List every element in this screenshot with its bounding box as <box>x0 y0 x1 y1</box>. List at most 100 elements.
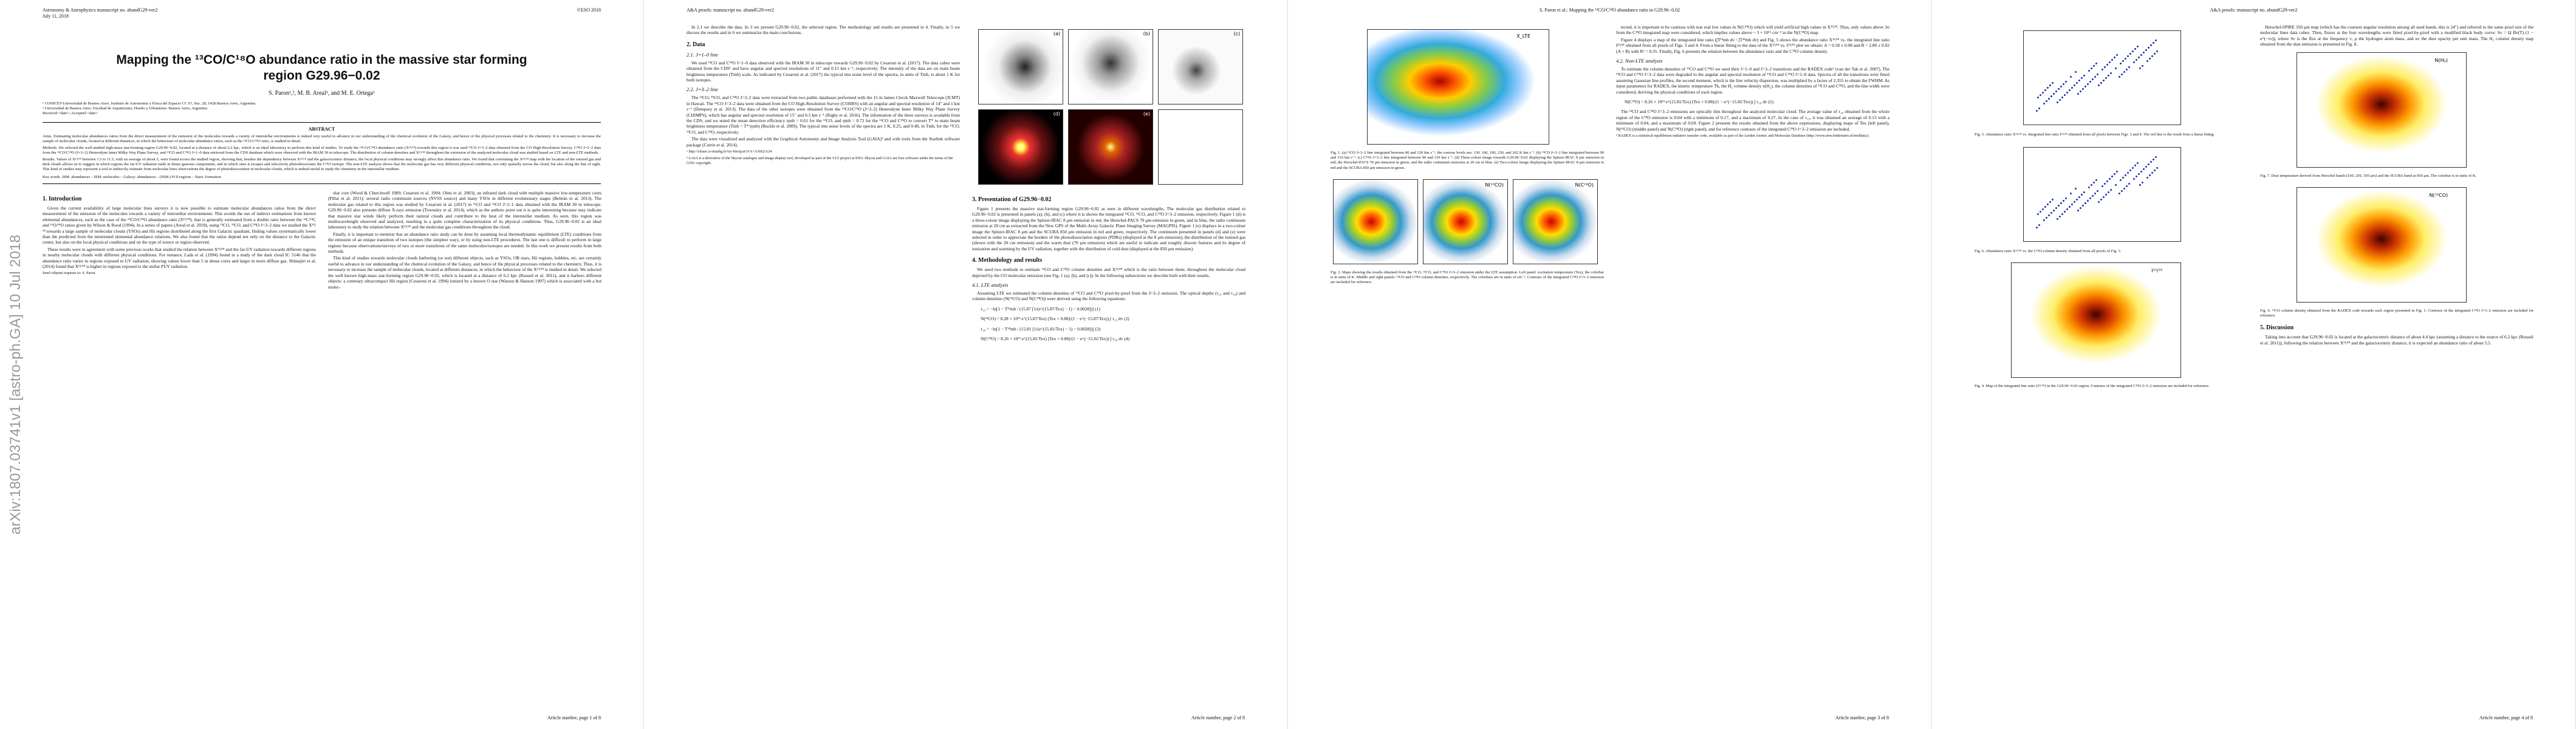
eq: τ₁₈ = −ln[1 − T¹⁸mb / (15.81 [1/(e^(15.8… <box>981 326 1101 332</box>
h1: 4. Methodology and results <box>972 257 1043 264</box>
scatter-dot <box>2093 65 2095 67</box>
scatter-dot <box>2103 196 2105 199</box>
foot: ³ RADEX is a statistical equilibrium rad… <box>1616 134 1870 139</box>
scatter-dot <box>2083 75 2085 77</box>
scatter-dot <box>2133 61 2135 63</box>
small: ¹ CONICET-Universidad de Buenos Aires. I… <box>43 101 256 106</box>
small: Received <date>; Accepted <date> <box>43 111 98 115</box>
scatter-dot <box>2140 171 2142 173</box>
scatter-dot <box>2087 83 2089 85</box>
scatter-dot <box>2100 82 2102 84</box>
scatter-dot <box>2060 202 2062 205</box>
scatter-dot <box>2105 77 2107 79</box>
running-header: A&A proofs: manuscript no. abundG29-ver2 <box>2210 7 2298 13</box>
scatter-dot <box>2132 50 2134 52</box>
scatter-dot <box>2139 67 2141 69</box>
scatter-dot <box>2094 76 2096 78</box>
scatter-dot <box>2091 184 2092 187</box>
figure-panel <box>1158 109 1243 185</box>
scatter-dot <box>2050 212 2052 214</box>
scatter-dot <box>2116 171 2118 173</box>
p: Assuming LTE we estimated the column den… <box>972 290 1245 302</box>
running-header: July 11, 2018 <box>43 13 69 19</box>
scatter-dot <box>2087 200 2089 202</box>
scatter-dot <box>2111 176 2113 178</box>
scatter-dot <box>2095 63 2097 64</box>
scatter-dot <box>2151 55 2153 57</box>
text-column: Herschel-SPIRE 350 μm map (which has the… <box>2260 24 2533 708</box>
h2: 2.2. J=3–2 line <box>687 86 719 93</box>
scatter-dot <box>2114 56 2115 58</box>
scatter-dot <box>2156 167 2158 169</box>
figure-panel <box>2023 147 2181 242</box>
scatter-dot <box>2156 50 2158 52</box>
scatter-dot <box>2102 185 2103 188</box>
scatter-dot <box>2077 93 2079 95</box>
scatter-dot <box>2083 191 2085 194</box>
scatter-dot <box>2038 224 2040 227</box>
scatter-dot <box>2115 184 2117 187</box>
scatter-dot <box>2053 210 2055 212</box>
scatter-dot <box>2076 199 2078 201</box>
h2: 2.1. J=1–0 line <box>687 51 719 58</box>
scatter-dot <box>2148 47 2150 49</box>
scatter-dot <box>2095 179 2097 182</box>
scatter-dot <box>2103 80 2105 81</box>
scatter-dot <box>2153 42 2154 44</box>
text-column: Fig. 5. Abundance ratio X¹³/¹⁸ vs. integ… <box>1975 24 2248 708</box>
text-column: X_LTE Fig. 1. (a) ¹²CO J=3–2 line integra… <box>1331 24 1604 708</box>
p: The ¹³CO and C¹⁸O J=3–2 emissions are op… <box>1616 109 1889 132</box>
scatter-dot <box>2055 207 2057 210</box>
scatter-dot <box>2075 188 2077 190</box>
scatter-dot <box>2082 205 2084 207</box>
scatter-dot <box>2106 180 2108 183</box>
scatter-dot <box>2057 101 2058 103</box>
scatter-dot <box>2143 168 2145 171</box>
scatter-dot <box>2042 208 2044 211</box>
abstract: Methods. We selected the well-studied hi… <box>43 145 601 156</box>
caption: Fig. 2. Maps showing the results obtaine… <box>1331 270 1604 285</box>
scatter-dot <box>2111 59 2113 61</box>
scatter-dot <box>2149 174 2151 177</box>
scatter-dot <box>2037 97 2039 98</box>
scatter-dot <box>2080 207 2081 210</box>
page-footer: Article number, page 4 of 8 <box>2479 715 2533 720</box>
scatter-dot <box>2077 210 2079 212</box>
paper-page: Astronomy & Astrophysics manuscript no. … <box>0 0 644 729</box>
eq: τ₁₃ = −ln[1 − T¹³mb / (15.87 [1/(e^(15.8… <box>981 306 1100 312</box>
scatter-dot <box>2053 93 2055 95</box>
scatter-dot <box>2097 190 2098 193</box>
scatter-dot <box>2048 98 2050 100</box>
scatter-dot <box>2074 201 2075 204</box>
abstract: Results. Values of X¹³/¹⁸ between 1.5 to… <box>43 157 601 172</box>
scatter-dot <box>2134 48 2136 50</box>
scatter-dot <box>2091 67 2092 69</box>
p: To estimate the column densities of ¹³CO… <box>1616 66 1889 95</box>
panel-label: N(¹³CO) <box>2429 192 2448 198</box>
figure-panel <box>2023 30 2181 125</box>
p: Figure 4 displays a map of the integrate… <box>1616 36 1889 54</box>
p: Finally, it is important to mention that… <box>328 231 601 255</box>
scatter-dot <box>2084 86 2086 87</box>
scatter-dot <box>2128 183 2130 185</box>
scatter-dot <box>2094 193 2096 195</box>
scatter-dot <box>2078 196 2080 199</box>
figure-panel: I¹³/¹⁸ <box>2011 262 2181 378</box>
text-column: (a) (b) (c) (d) (e) 3. Presentation of G29.96… <box>972 24 1245 708</box>
caption: Fig. 9. ¹³CO column density obtained fro… <box>2260 308 2533 318</box>
scatter-dot <box>2040 94 2041 96</box>
scatter-dot <box>2043 103 2045 104</box>
p: We used two methods to estimate ¹³CO and… <box>972 267 1245 278</box>
scatter-dot <box>2070 76 2072 78</box>
page-footer: Article number, page 1 of 8 <box>547 715 601 720</box>
scatter-dot <box>2126 69 2128 70</box>
scatter-dot <box>2136 59 2137 61</box>
p: tected, it is important to be cautious w… <box>1616 24 1889 36</box>
scatter-dot <box>2153 159 2154 161</box>
scatter-dot <box>2115 67 2117 69</box>
figure: N(H₂) <box>2260 50 2533 171</box>
page-footer: Article number, page 3 of 8 <box>1835 715 1889 720</box>
scatter-dot <box>2105 194 2107 196</box>
scatter-dot <box>2136 176 2137 178</box>
